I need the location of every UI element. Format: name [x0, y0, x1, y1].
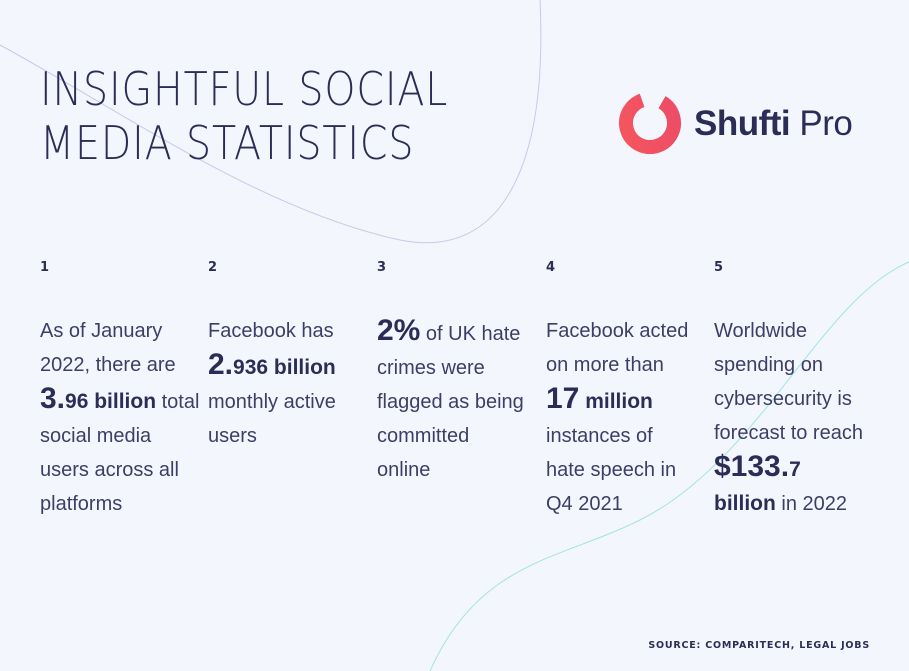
stat-value-rest: 936 billion — [233, 356, 336, 379]
stat-column-5: 5 Worldwide spending on cybersecurity is… — [714, 258, 869, 521]
stat-column-4: 4 Facebook acted on more than 17 million… — [546, 258, 696, 521]
stat-post-text: monthly active users — [208, 391, 336, 447]
shufti-pro-logo: Shufti Pro — [612, 86, 882, 158]
stat-text: Worldwide spending on cybersecurity is f… — [714, 314, 869, 521]
source-note: SOURCE: COMPARITECH, LEGAL JOBS — [648, 640, 870, 651]
stat-value-big: 2. — [208, 348, 234, 381]
stat-number: 4 — [546, 260, 556, 275]
stat-pre-text: As of January 2022, there are — [40, 320, 176, 376]
logo-ring-icon — [619, 92, 681, 154]
stat-post-text: total social media users across all plat… — [40, 391, 200, 515]
stat-text: Facebook has 2.936 billion monthly activ… — [208, 314, 370, 453]
stat-value-rest: 96 billion — [65, 390, 157, 413]
stat-post-text: of UK hate crimes were flagged as being … — [377, 323, 524, 481]
stat-value-rest-2: billion — [714, 492, 776, 515]
title-line-2: MEDIA STATISTICS — [40, 116, 415, 170]
stat-text: As of January 2022, there are 3.96 billi… — [40, 314, 200, 521]
stat-value-big: 2% — [377, 314, 421, 347]
stat-value-rest: million — [579, 390, 653, 413]
stat-post-text: instances of hate speech in Q4 2021 — [546, 425, 677, 515]
logo-word-shufti: Shufti — [694, 104, 791, 143]
title-line-1: INSIGHTFUL SOCIAL — [40, 62, 449, 116]
stat-text: 2% of UK hate crimes were flagged as bei… — [377, 314, 527, 487]
logo-wordmark: Shufti Pro — [694, 104, 853, 144]
stat-pre-text: Worldwide spending on cybersecurity is f… — [714, 320, 863, 444]
stat-number: 1 — [40, 260, 50, 275]
stat-number: 2 — [208, 260, 218, 275]
stat-value-rest: 7 — [789, 458, 801, 481]
stat-value-big: $133. — [714, 450, 790, 483]
stat-value-big: 17 — [546, 382, 580, 415]
stat-number: 3 — [377, 260, 387, 275]
stat-value-big: 3. — [40, 382, 66, 415]
stat-column-2: 2 Facebook has 2.936 billion monthly act… — [208, 258, 370, 453]
stat-column-3: 3 2% of UK hate crimes were flagged as b… — [377, 258, 527, 487]
stat-post-text: in 2022 — [775, 493, 847, 515]
logo-word-pro: Pro — [799, 104, 853, 143]
stat-pre-text: Facebook has — [208, 320, 334, 342]
stat-column-1: 1 As of January 2022, there are 3.96 bil… — [40, 258, 200, 521]
stat-pre-text: Facebook acted on more than — [546, 320, 689, 376]
stat-number: 5 — [714, 260, 724, 275]
stat-text: Facebook acted on more than 17 million i… — [546, 314, 696, 521]
page-title: INSIGHTFUL SOCIAL MEDIA STATISTICS — [40, 62, 448, 170]
